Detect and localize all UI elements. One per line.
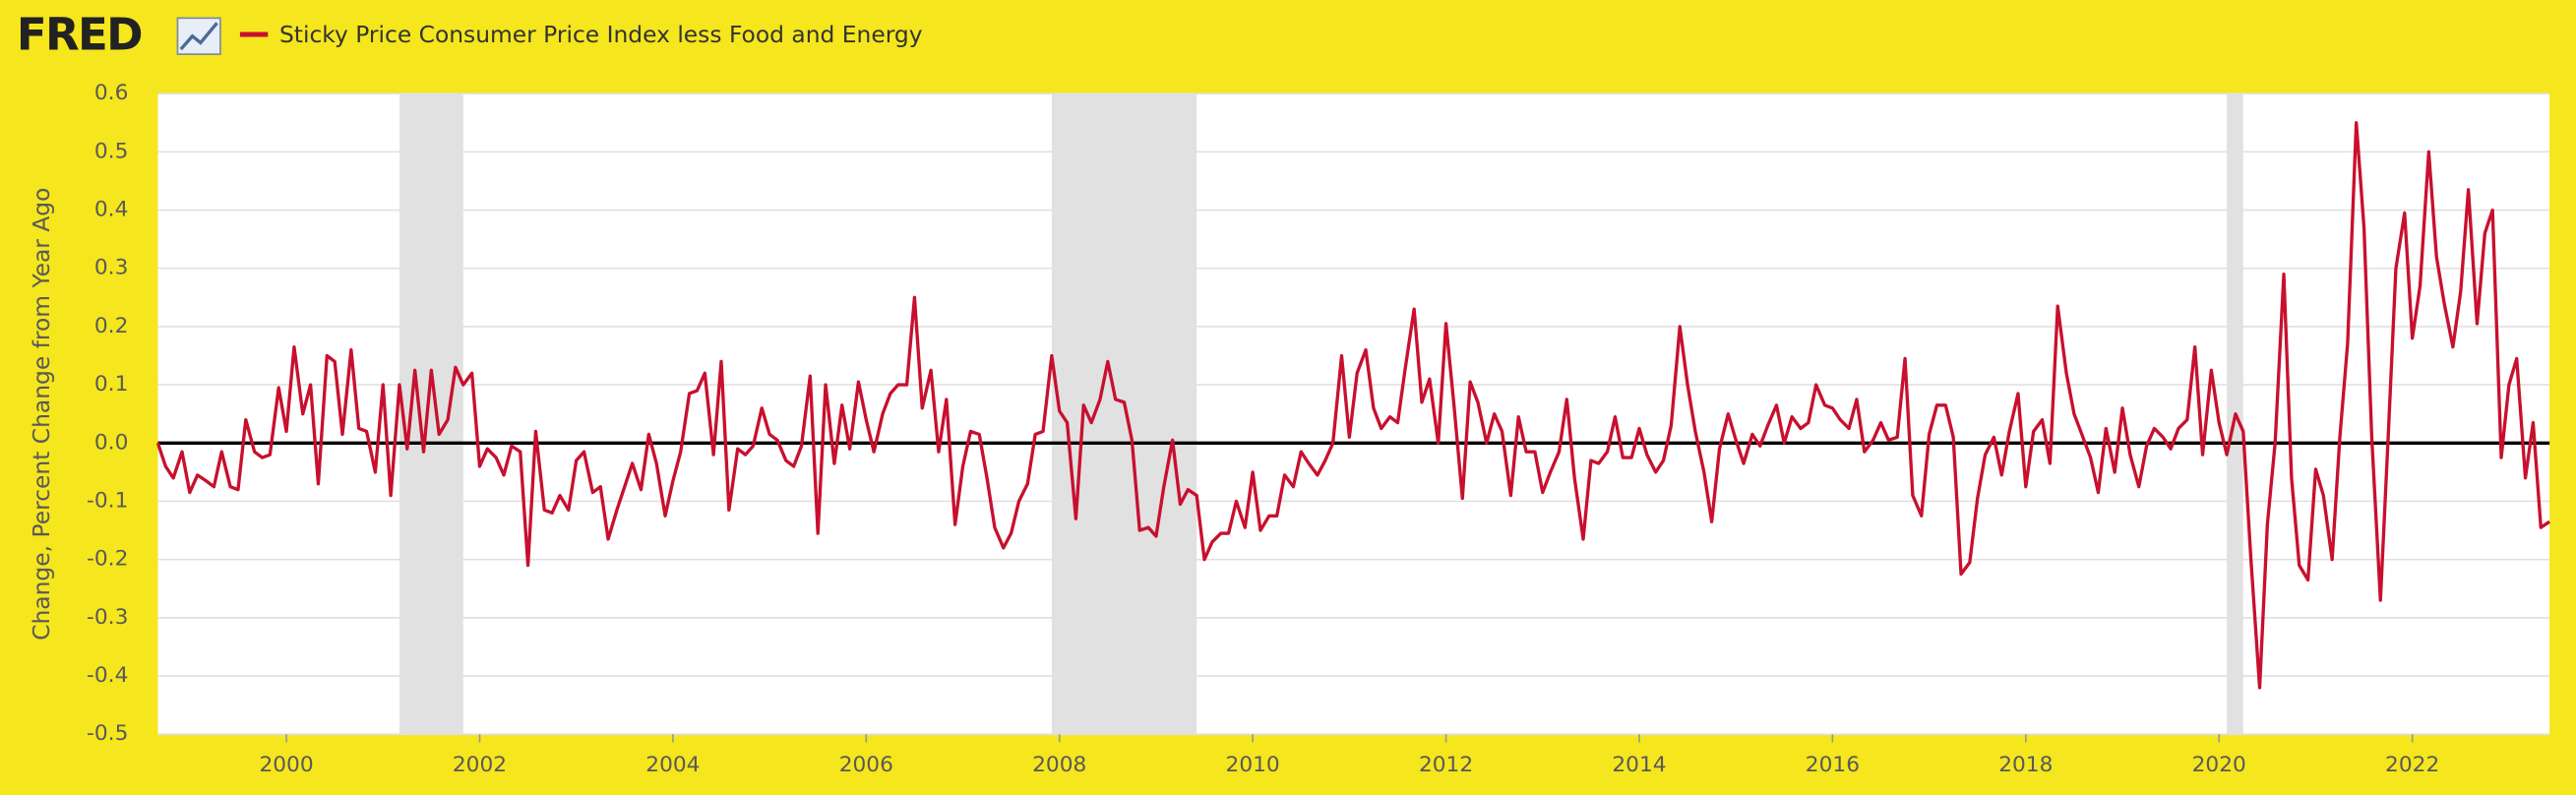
y-tick-label: -0.5 xyxy=(87,721,128,746)
y-tick-label: -0.4 xyxy=(87,663,128,688)
x-tick-label: 2010 xyxy=(1226,753,1280,777)
x-tick-label: 2014 xyxy=(1612,753,1666,777)
y-tick-label: -0.3 xyxy=(87,605,128,630)
y-tick-label: 0.4 xyxy=(94,198,128,222)
y-tick-label: -0.2 xyxy=(87,547,128,572)
y-tick-label: 0.6 xyxy=(94,81,128,105)
x-tick-label: 2008 xyxy=(1032,753,1086,777)
x-tick-label: 2012 xyxy=(1419,753,1473,777)
y-axis-label: Change, Percent Change from Year Ago xyxy=(28,188,55,641)
series-line xyxy=(155,121,2551,690)
y-tick-label: 0.0 xyxy=(94,430,128,455)
recession-band xyxy=(1051,93,1197,735)
x-tick-label: 2016 xyxy=(1806,753,1860,777)
y-tick-label: 0.3 xyxy=(94,256,128,280)
x-tick-label: 2020 xyxy=(2192,753,2246,777)
x-tick-label: 2006 xyxy=(839,753,893,777)
x-tick-label: 2002 xyxy=(453,753,507,777)
legend-label: Sticky Price Consumer Price Index less F… xyxy=(279,21,923,48)
x-tick-label: 2022 xyxy=(2385,753,2439,777)
y-tick-label: 0.5 xyxy=(94,139,128,163)
x-tick-label: 2004 xyxy=(645,753,700,777)
y-tick-label: -0.1 xyxy=(87,488,128,513)
y-tick-label: 0.1 xyxy=(94,372,128,397)
logo: FRED xyxy=(17,8,142,60)
y-tick-label: 0.2 xyxy=(94,314,128,338)
logo-icon xyxy=(176,17,221,55)
x-tick-label: 2000 xyxy=(259,753,313,777)
x-tick-label: 2018 xyxy=(1998,753,2053,777)
